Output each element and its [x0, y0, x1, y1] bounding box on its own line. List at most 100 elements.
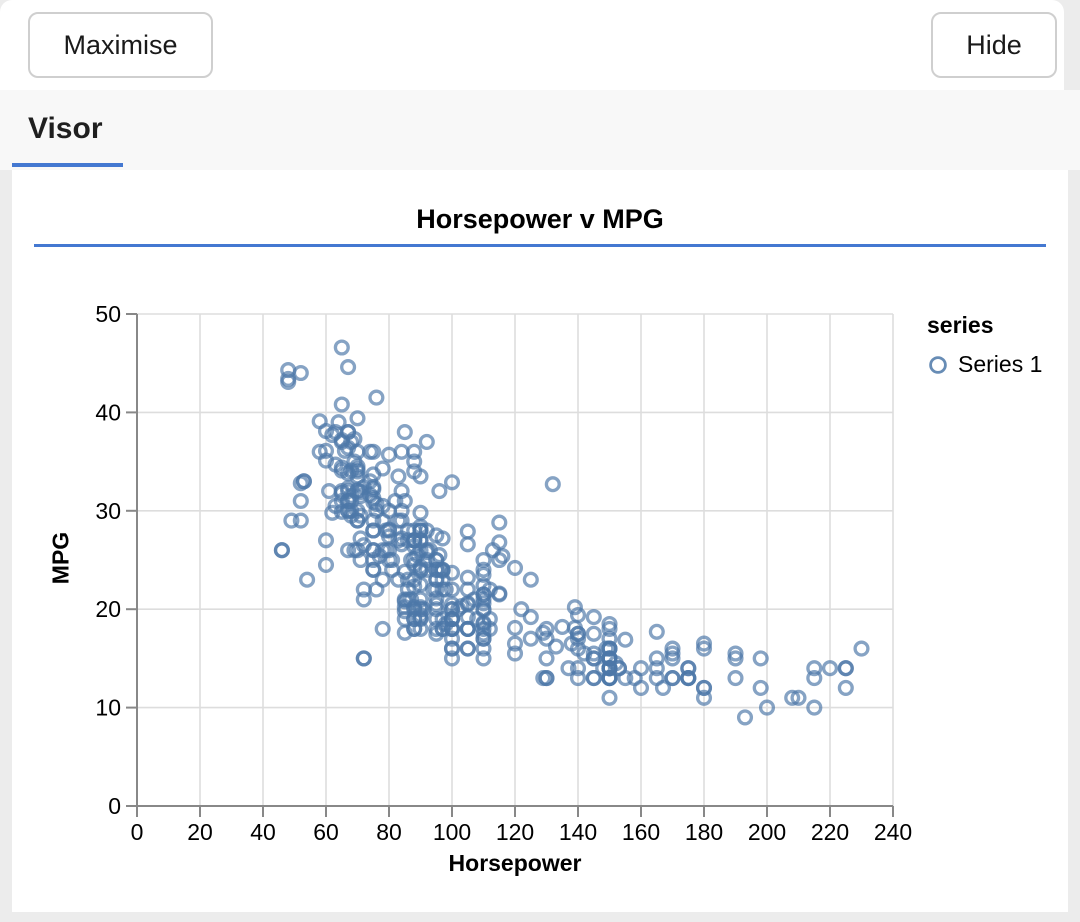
x-axis-tick-label: 180 [685, 819, 723, 845]
data-point [377, 522, 394, 539]
data-point [547, 638, 565, 655]
data-point [292, 475, 309, 492]
data-point [459, 523, 476, 540]
data-point [601, 620, 618, 637]
point-symbol-icon [929, 355, 947, 374]
data-point [535, 624, 552, 641]
data-point [695, 689, 713, 706]
data-point [443, 564, 461, 581]
data-point [522, 630, 539, 647]
data-point [418, 433, 435, 450]
data-point [428, 625, 445, 642]
data-point [506, 635, 524, 652]
data-point [292, 364, 309, 382]
data-point [459, 536, 476, 553]
data-point [601, 670, 618, 687]
data-point [406, 578, 423, 595]
data-point [396, 624, 413, 641]
data-point [283, 512, 300, 529]
legend-item: Series 1 [927, 351, 1042, 378]
data-point [664, 670, 681, 687]
data-point [393, 512, 410, 529]
data-point [412, 504, 429, 521]
data-point [607, 655, 624, 672]
data-point [626, 670, 643, 687]
legend-title: series [927, 312, 994, 338]
legend-label: Series 1 [958, 351, 1043, 377]
legend: series Series 1 [927, 312, 1042, 378]
x-axis-tick-label: 100 [433, 819, 471, 845]
y-axis-tick-label: 20 [95, 596, 121, 622]
data-point [617, 670, 634, 687]
data-point [569, 660, 587, 677]
data-point [371, 548, 388, 565]
data-point [431, 483, 448, 500]
data-point [837, 679, 854, 696]
y-axis-tick-label: 0 [108, 793, 121, 819]
data-point [349, 443, 366, 460]
data-point [522, 571, 539, 588]
data-point [680, 670, 697, 687]
x-axis-tick-label: 0 [131, 819, 144, 845]
data-point [355, 650, 372, 667]
data-point [601, 630, 618, 647]
x-axis-tick-label: 80 [376, 819, 402, 845]
data-point [648, 623, 665, 640]
data-point [443, 581, 461, 598]
data-point [506, 619, 524, 636]
data-point [321, 483, 338, 500]
data-point [437, 615, 454, 633]
tab-visor[interactable]: Visor [28, 112, 103, 145]
data-point [399, 532, 416, 549]
data-point [601, 689, 618, 706]
x-axis-tick-label: 140 [559, 819, 597, 845]
x-axis-tick-label: 40 [250, 819, 276, 845]
data-point [585, 670, 602, 687]
data-point [406, 599, 423, 616]
chart-area: 0 20 40 60 80 100 120 140 160 180 200 220 240 0 10 20 30… [12, 170, 1068, 912]
maximise-button[interactable]: Maximise [28, 12, 213, 78]
data-point [680, 660, 697, 677]
data-point [434, 530, 451, 547]
data-point [412, 599, 429, 616]
data-point [352, 551, 369, 569]
data-point [343, 492, 360, 510]
data-point [340, 542, 357, 559]
data-point [695, 640, 713, 657]
data-point [273, 542, 290, 559]
data-point [324, 426, 341, 444]
data-point [506, 645, 524, 662]
data-point [664, 640, 681, 657]
data-point [443, 640, 461, 657]
data-point [554, 618, 571, 635]
data-point [784, 689, 801, 706]
data-point [393, 443, 410, 460]
data-point [292, 492, 309, 510]
axes-group: 0 20 40 60 80 100 120 140 160 180 200 220 240 0 10 20 30… [95, 301, 912, 845]
data-point [601, 615, 618, 633]
tab-bar: Visor [0, 90, 1080, 170]
data-point [648, 650, 665, 667]
data-point [598, 640, 615, 657]
data-point [355, 591, 372, 608]
chart-title: Horsepower v MPG [416, 204, 664, 234]
hide-button[interactable]: Hide [931, 12, 1057, 78]
data-point [664, 650, 681, 667]
data-point [428, 590, 445, 607]
data-point [576, 645, 593, 662]
data-point [333, 396, 350, 413]
x-axis-tick-label: 60 [313, 819, 339, 845]
data-point [566, 599, 583, 616]
data-point [727, 645, 744, 662]
data-point [453, 598, 470, 615]
data-point [365, 479, 382, 496]
data-point [299, 571, 316, 588]
data-point [585, 609, 602, 626]
data-point [648, 660, 665, 677]
data-point [585, 625, 602, 642]
title-divider [34, 244, 1046, 247]
data-point [406, 453, 423, 470]
data-point [853, 640, 870, 657]
data-point [343, 462, 360, 479]
